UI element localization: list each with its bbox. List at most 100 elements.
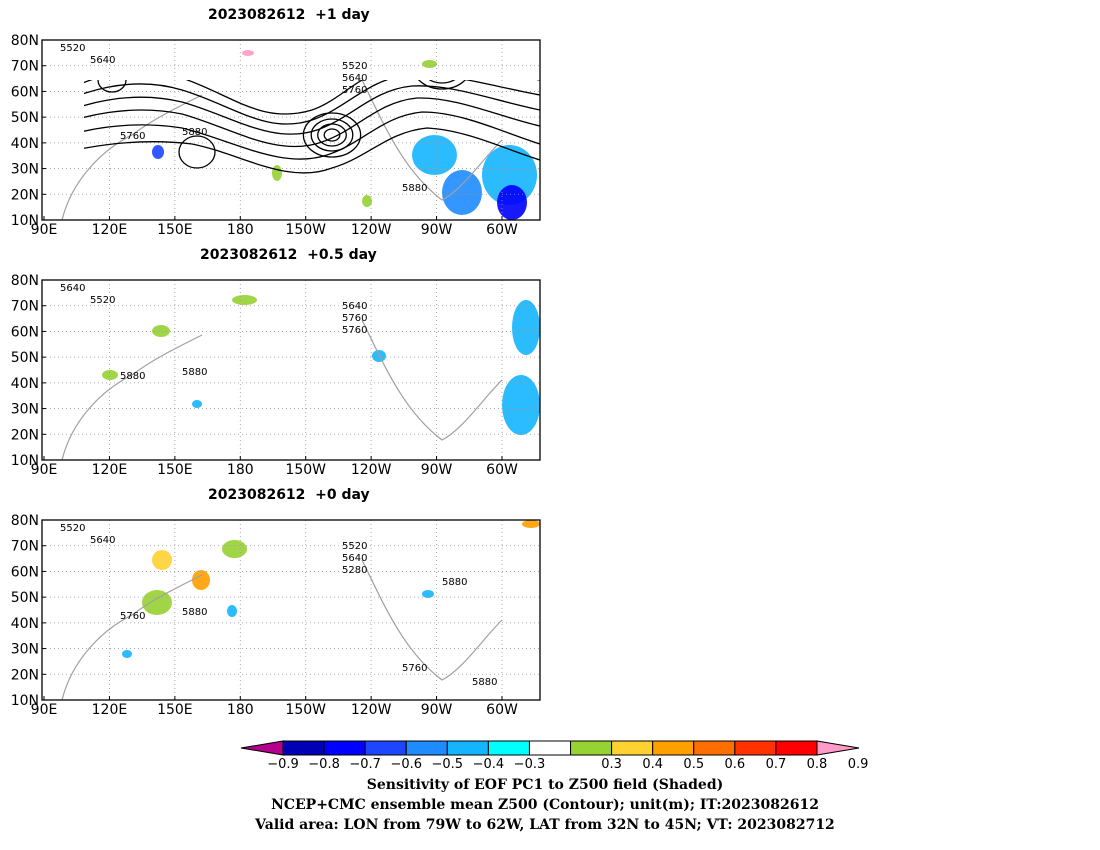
contour-label: 5880 xyxy=(182,367,207,378)
lat-tick-label: 60N xyxy=(11,84,39,100)
colorbar-label: −0.7 xyxy=(349,757,381,772)
closed-contour xyxy=(323,128,341,142)
lon-tick-label: 150E xyxy=(157,222,193,238)
lat-tick-label: 50N xyxy=(11,590,39,606)
lon-tick-label: 150E xyxy=(157,702,193,718)
contour-label: 5760 xyxy=(120,611,145,622)
lon-tick-label: 90W xyxy=(421,702,453,718)
colorbar-box xyxy=(282,740,325,756)
contour-label: 5880 xyxy=(472,677,497,688)
lat-tick-label: 10N xyxy=(11,453,39,469)
contour-label: 5880 xyxy=(182,127,207,138)
colorbar-left-arrow xyxy=(240,740,284,756)
contour-line xyxy=(84,111,541,160)
lon-tick-label: 120W xyxy=(351,702,392,718)
shaded-region xyxy=(152,145,164,159)
closed-contour xyxy=(302,112,362,158)
coastline-america xyxy=(361,559,503,681)
shaded-region xyxy=(422,60,437,68)
shaded-region xyxy=(412,135,457,175)
lat-tick-label: 50N xyxy=(11,110,39,126)
lon-tick-label: 120E xyxy=(92,702,128,718)
contour-label: 5880 xyxy=(442,577,467,588)
contour-label: 5760 xyxy=(402,663,427,674)
lat-tick-label: 80N xyxy=(11,513,39,529)
contour-label: 5880 xyxy=(182,607,207,618)
lat-tick-label: 20N xyxy=(11,667,39,683)
coastline-america xyxy=(361,319,503,441)
colorbar-label: 0.3 xyxy=(601,757,622,772)
lat-tick-label: 80N xyxy=(11,273,39,289)
colorbar: −0.9 −0.8 −0.7 −0.6 −0.5 −0.4 −0.3 0.3 0.4 0.5 0.6… xyxy=(240,740,868,772)
lon-tick-label: 120E xyxy=(92,462,128,478)
contour-label: 5640 xyxy=(90,535,115,546)
shaded-region xyxy=(232,295,257,305)
contour-label: 5520 xyxy=(60,43,85,54)
panel-background xyxy=(42,280,540,460)
colorbar-right-arrow xyxy=(816,740,860,756)
contour-label: 5280 xyxy=(342,565,367,576)
contour-label: 5520 xyxy=(60,523,85,534)
lon-tick-label: 150W xyxy=(285,222,326,238)
shaded-region xyxy=(372,350,386,362)
contour-label: 5640 xyxy=(342,553,367,564)
lat-tick-label: 40N xyxy=(11,136,39,152)
colorbar-box xyxy=(446,740,489,756)
lat-tick-label: 70N xyxy=(11,59,39,75)
lon-tick-label: 60W xyxy=(486,222,518,238)
coastline-america xyxy=(361,79,503,201)
panel-title-1: 2023082612 +1 day xyxy=(208,7,370,23)
lon-tick-label: 60W xyxy=(486,702,518,718)
lon-tick-label: 90E xyxy=(31,222,58,238)
colorbar-label: 0.5 xyxy=(683,757,704,772)
lat-tick-label: 50N xyxy=(11,350,39,366)
caption-line-3: Valid area: LON from 79W to 62W, LAT fro… xyxy=(255,817,835,833)
colorbar-box xyxy=(405,740,448,756)
contour-label: 5880 xyxy=(120,371,145,382)
colorbar-label: −0.6 xyxy=(390,757,422,772)
colorbar-label: 0.6 xyxy=(725,757,746,772)
shaded-region xyxy=(122,650,132,658)
lon-tick-label: 120W xyxy=(351,462,392,478)
lon-tick-label: 90E xyxy=(31,702,58,718)
contour-label: 5880 xyxy=(402,183,427,194)
z500-contours xyxy=(84,80,541,174)
panel-frame xyxy=(41,519,541,701)
lat-tick-label: 30N xyxy=(11,162,39,178)
lat-tick-label: 40N xyxy=(11,376,39,392)
colorbar-label: 0.4 xyxy=(642,757,663,772)
caption-line-2: NCEP+CMC ensemble mean Z500 (Contour); u… xyxy=(271,797,819,813)
colorbar-box xyxy=(364,740,407,756)
lon-tick-label: 180 xyxy=(227,462,254,478)
contour-label: 5640 xyxy=(342,73,367,84)
shaded-region xyxy=(422,590,434,598)
closed-contour xyxy=(178,135,216,169)
contour-label: 5640 xyxy=(60,283,85,294)
panel-title-2: 2023082612 +0.5 day xyxy=(200,247,377,263)
shaded-region xyxy=(192,400,202,408)
shaded-region xyxy=(362,195,372,207)
lat-tick-label: 70N xyxy=(11,539,39,555)
contour-label: 5520 xyxy=(342,61,367,72)
shaded-region xyxy=(227,605,237,617)
colorbar-label: −0.8 xyxy=(308,757,340,772)
lat-tick-label: 30N xyxy=(11,402,39,418)
contour-label: 5640 xyxy=(342,301,367,312)
lon-tick-label: 150W xyxy=(285,702,326,718)
lon-tick-label: 180 xyxy=(227,702,254,718)
colorbar-box xyxy=(734,740,777,756)
lat-tick-label: 60N xyxy=(11,324,39,340)
lat-tick-label: 80N xyxy=(11,33,39,49)
shaded-region xyxy=(152,550,172,570)
shaded-region xyxy=(442,170,482,215)
shaded-region xyxy=(192,570,210,590)
lon-tick-label: 90W xyxy=(421,222,453,238)
contour-label: 5760 xyxy=(120,131,145,142)
contour-label: 5760 xyxy=(342,85,367,96)
shaded-region xyxy=(482,145,537,205)
closed-contour xyxy=(317,123,347,147)
colorbar-label: 0.7 xyxy=(766,757,787,772)
lat-tick-label: 10N xyxy=(11,213,39,229)
